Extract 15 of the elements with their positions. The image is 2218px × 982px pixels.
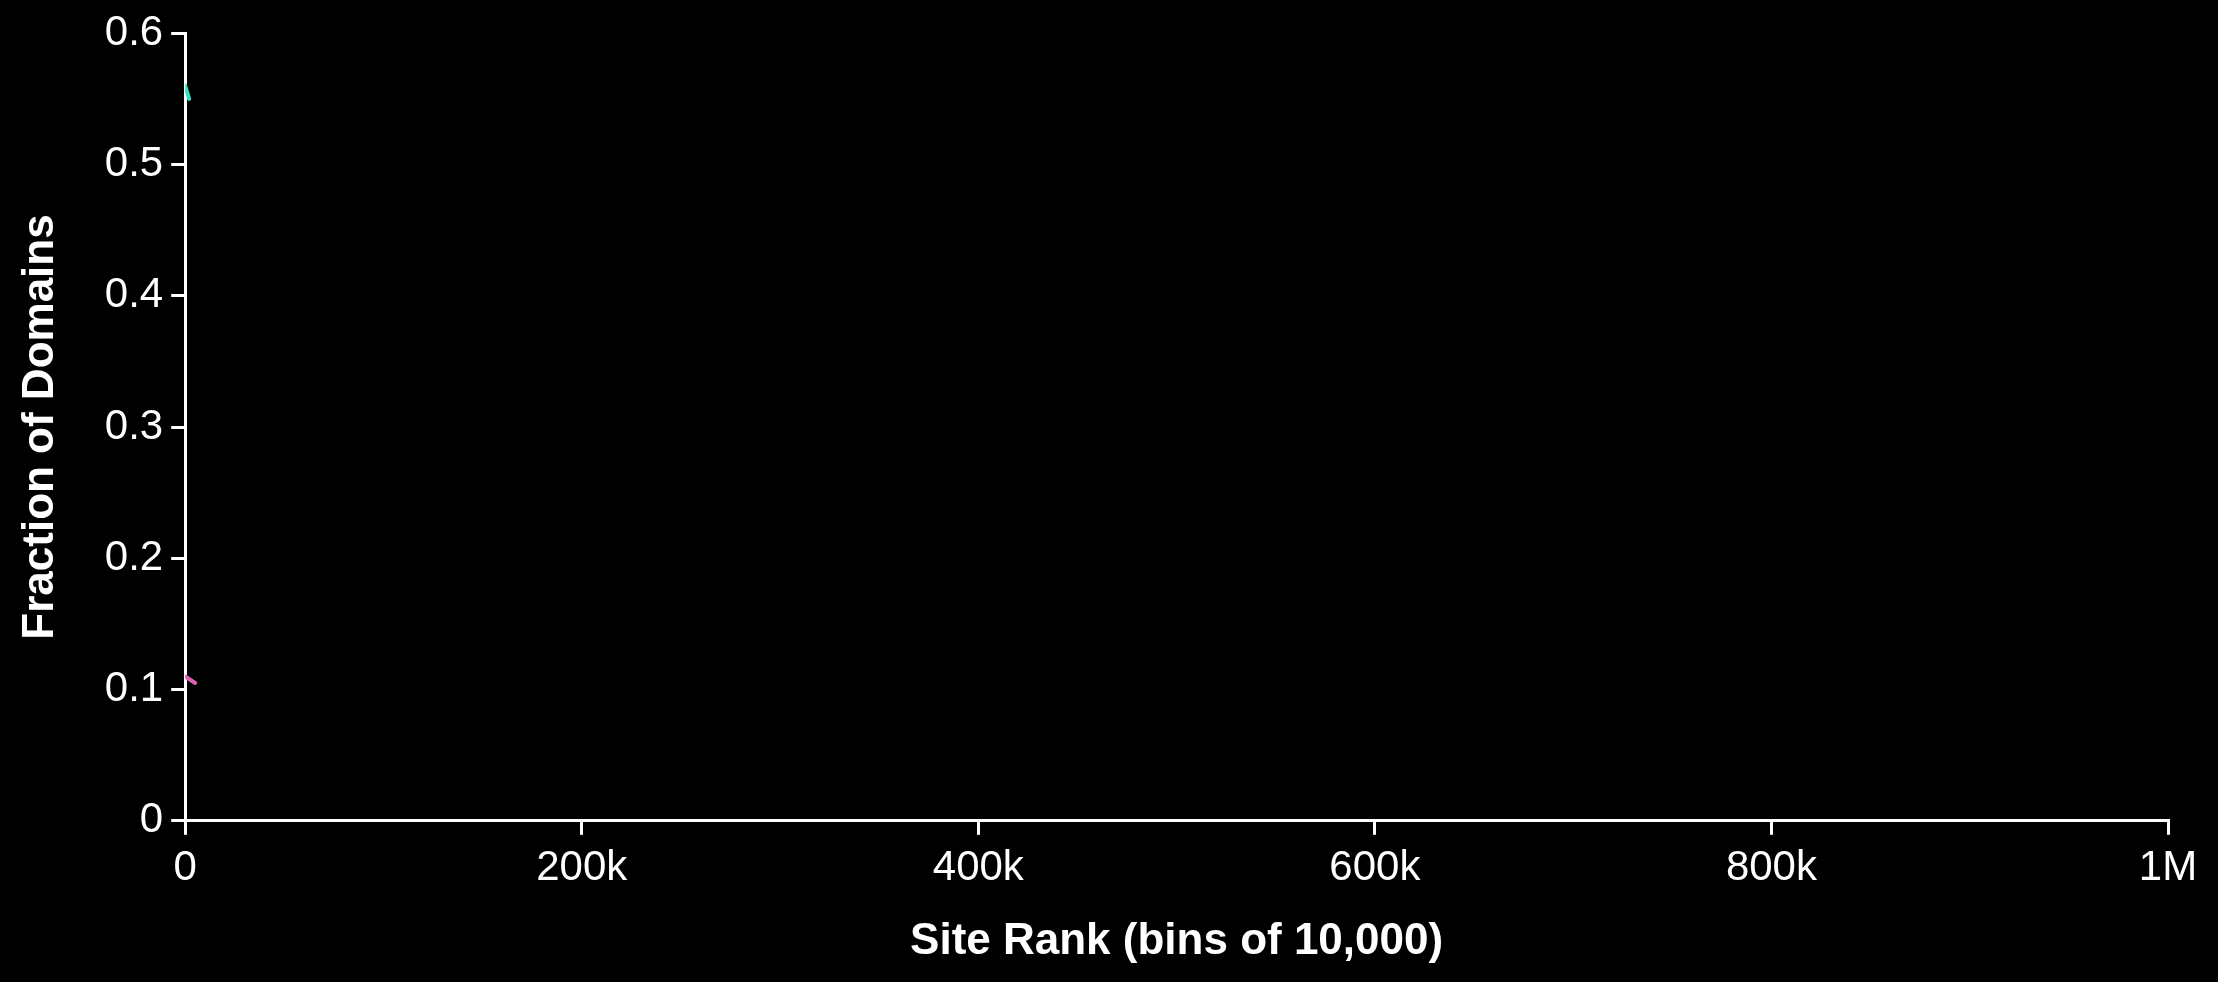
y-tick-label: 0.1 <box>104 663 164 711</box>
y-tick-label: 0.4 <box>104 269 164 317</box>
x-tick-label: 400k <box>932 841 1025 889</box>
x-tick-label: 200k <box>536 841 629 889</box>
y-tick-label: 0 <box>139 794 164 842</box>
x-tick-label: 600k <box>1329 841 1422 889</box>
x-axis-title: Site Rank (bins of 10,000) <box>910 913 1444 963</box>
y-tick-label: 0.6 <box>104 6 164 54</box>
x-tick-label: 800k <box>1725 841 1818 889</box>
y-tick-label: 0.5 <box>104 138 164 186</box>
y-tick-label: 0.2 <box>104 531 164 579</box>
x-tick-label: 0 <box>173 841 197 889</box>
y-tick-label: 0.3 <box>104 400 164 448</box>
x-tick-label: 1M <box>2138 841 2198 889</box>
y-axis-title: Fraction of Domains <box>12 214 62 640</box>
